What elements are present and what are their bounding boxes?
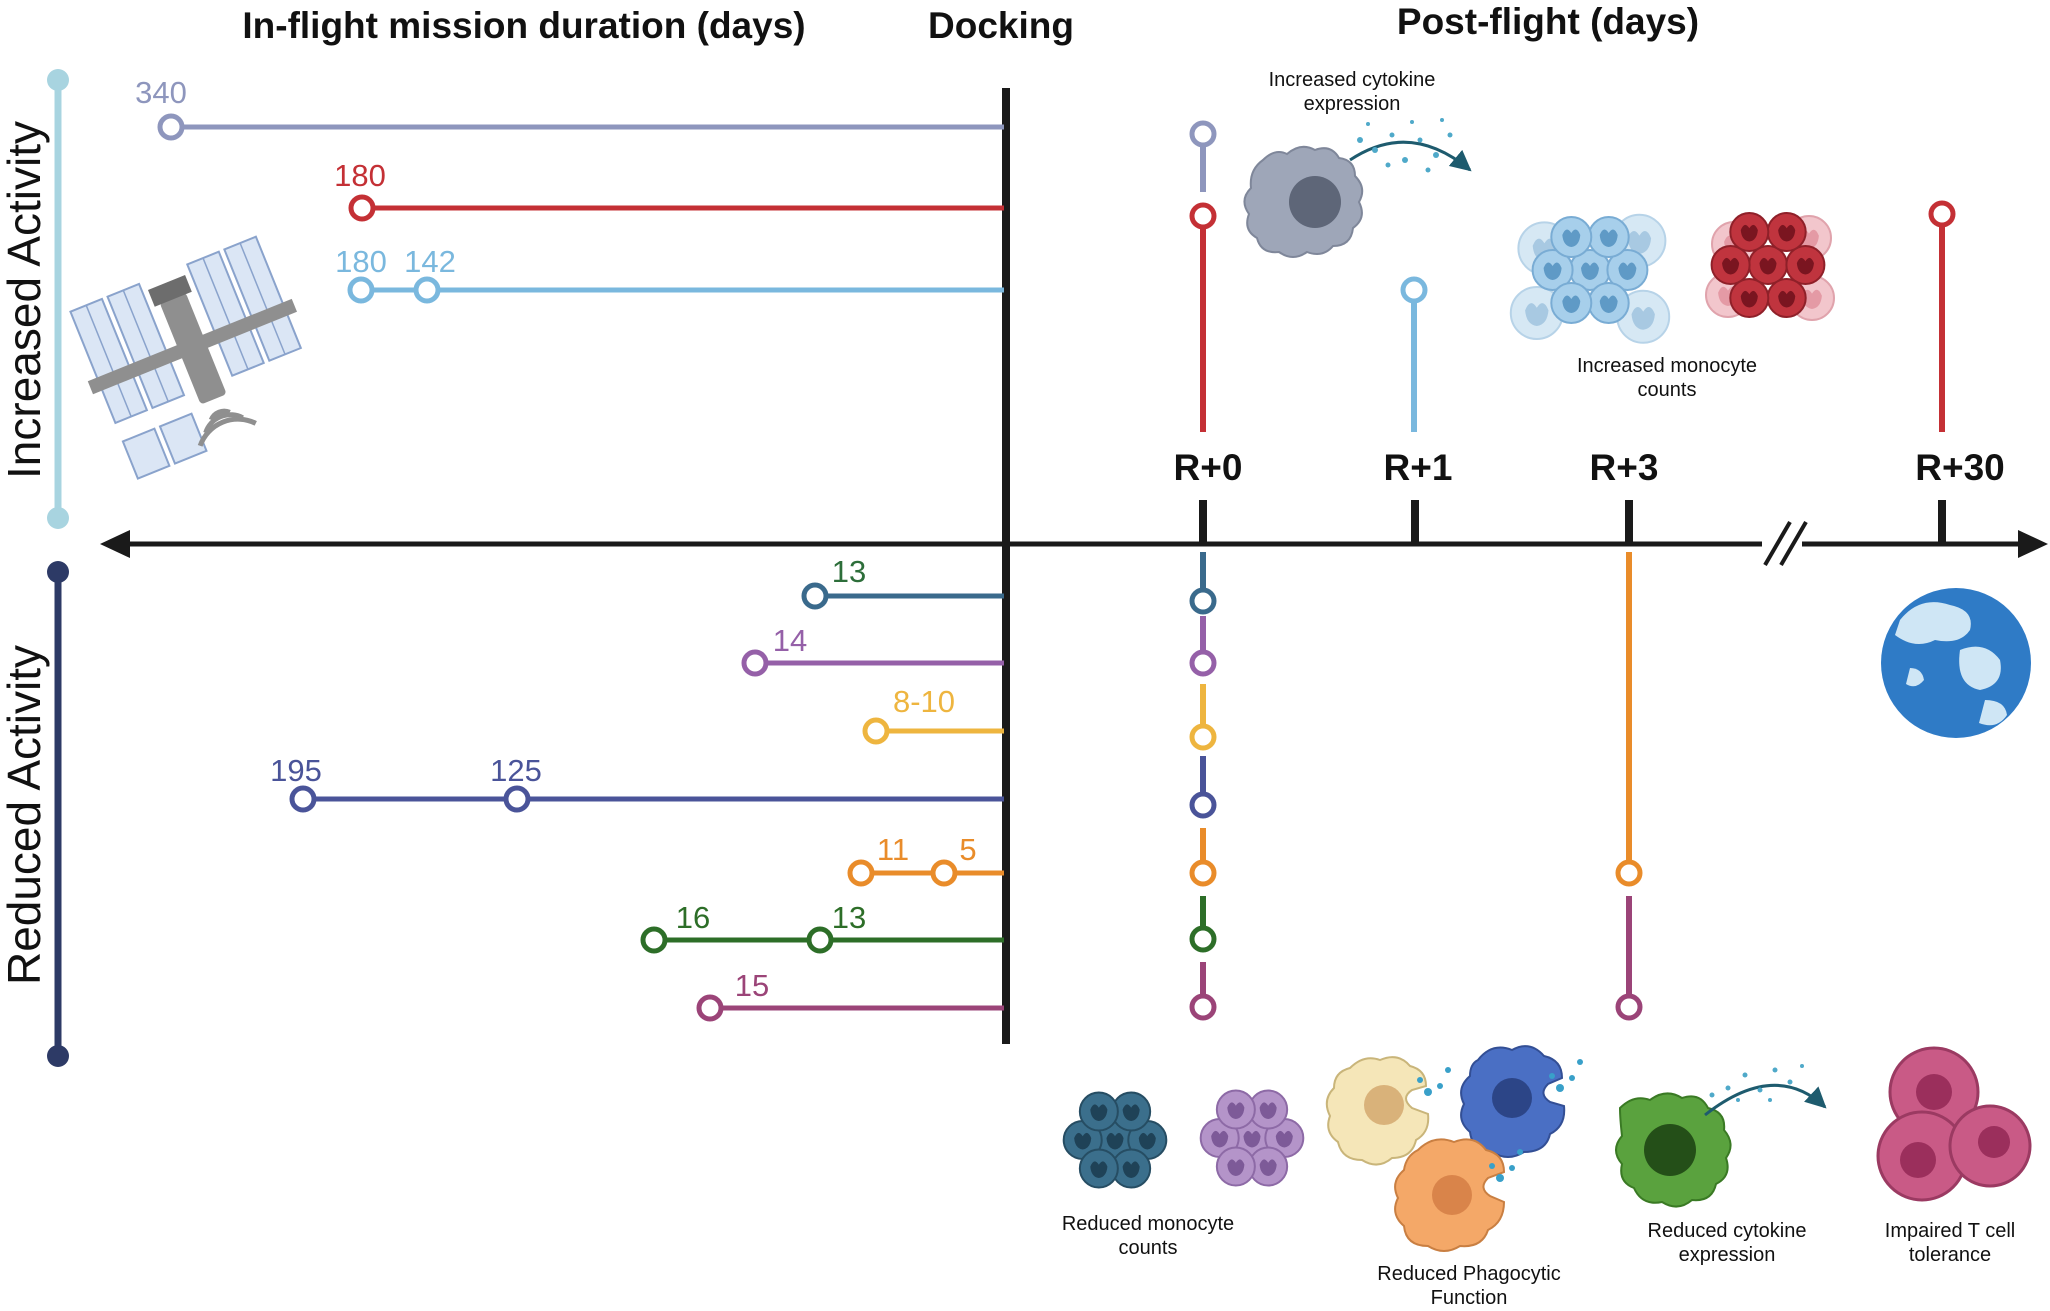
monocyte-nucleus xyxy=(1122,1161,1140,1178)
caption-monocyte-up-1: Increased monocyte xyxy=(1577,355,1757,377)
mission-label: 8-10 xyxy=(893,684,955,719)
reduced-activity-label: Reduced Activity xyxy=(0,645,50,985)
mission-15: 15 xyxy=(696,968,1004,1022)
space-station-icon xyxy=(69,235,303,480)
t-cell-icon xyxy=(1876,1046,2032,1202)
timepoint-r1: R+1 xyxy=(1384,447,1453,488)
monocyte-nucleus xyxy=(1581,262,1599,280)
caption-cytokine-down-2: expression xyxy=(1679,1244,1776,1266)
monocyte-nucleus xyxy=(1259,1102,1277,1119)
mission-195-125: 195 125 xyxy=(270,753,1004,813)
monocyte-nucleus xyxy=(1796,257,1814,275)
mission-11-5: 11 5 xyxy=(847,832,1004,887)
macrophage-icon xyxy=(1615,1064,1827,1208)
monocyte-cell-icon xyxy=(1199,1089,1305,1187)
caption-tcell-1: Impaired T cell xyxy=(1885,1220,2015,1242)
monocyte-nucleus xyxy=(1778,290,1796,308)
caption-cytokine-down-1: Reduced cytokine xyxy=(1648,1220,1807,1242)
monocyte-nucleus xyxy=(1740,290,1758,308)
mission-14: 14 xyxy=(741,623,1004,677)
timepoint-r3: R+3 xyxy=(1590,447,1659,488)
monocyte-nucleus xyxy=(1090,1104,1108,1121)
caption-monocyte-down-1: Reduced monocyte xyxy=(1062,1213,1234,1235)
mission-label: 125 xyxy=(490,753,542,788)
mission-13-steel: 13 xyxy=(801,554,1004,610)
monocyte-nucleus xyxy=(1740,224,1758,242)
monocyte-cell-icon xyxy=(1509,213,1671,344)
macrophage-icon xyxy=(1243,118,1472,258)
time-axis xyxy=(100,520,2048,567)
monocyte-nucleus xyxy=(1599,295,1618,313)
mission-label: 5 xyxy=(959,832,976,867)
caption-phagocytic-2: Function xyxy=(1431,1287,1508,1306)
postflight-reduced-r0 xyxy=(1189,552,1217,1021)
reduced-missions: 13 14 8-10 195 125 11 5 xyxy=(270,554,1004,1022)
mission-label: 195 xyxy=(270,753,322,788)
timepoint-r30: R+30 xyxy=(1915,447,2004,488)
mission-label: 180 xyxy=(335,244,387,279)
monocyte-nucleus xyxy=(1778,224,1796,242)
mission-label: 340 xyxy=(135,75,187,110)
mission-label: 16 xyxy=(676,900,710,935)
monocyte-nucleus xyxy=(1243,1130,1261,1148)
caption-monocyte-up-2: counts xyxy=(1638,379,1697,401)
mission-16-13: 16 13 xyxy=(640,900,1004,954)
mission-label: 11 xyxy=(877,832,909,867)
monocyte-nucleus xyxy=(1138,1132,1156,1150)
mission-label: 13 xyxy=(832,554,866,589)
monocyte-nucleus xyxy=(1275,1130,1293,1148)
postflight-increased-stems xyxy=(1189,120,1956,432)
postflight-reduced-r3 xyxy=(1615,552,1643,1021)
mission-180-142: 180 142 xyxy=(335,244,1004,304)
mission-label: 13 xyxy=(832,900,866,935)
mission-label: 15 xyxy=(735,968,769,1003)
increased-activity-label: Increased Activity xyxy=(0,121,50,479)
caption-tcell-2: tolerance xyxy=(1909,1244,1991,1266)
earth-globe-icon xyxy=(1881,588,2031,738)
monocyte-nucleus xyxy=(1259,1159,1277,1176)
monocyte-cell-icon xyxy=(1705,212,1835,321)
docking-header: Docking xyxy=(928,5,1074,46)
mission-180-red: 180 xyxy=(334,158,1004,222)
monocyte-nucleus xyxy=(1618,262,1637,280)
timepoint-r0: R+0 xyxy=(1174,447,1243,488)
inflight-header: In-flight mission duration (days) xyxy=(242,5,805,46)
monocyte-nucleus xyxy=(1631,306,1655,330)
caption-cytokine-up-2: expression xyxy=(1304,93,1401,115)
mission-label: 180 xyxy=(334,158,386,193)
monocyte-nucleus xyxy=(1227,1159,1245,1176)
monocyte-nucleus xyxy=(1525,303,1549,326)
monocyte-nucleus xyxy=(1627,230,1652,254)
monocyte-nucleus xyxy=(1090,1161,1108,1178)
increased-missions: 340 180 180 142 xyxy=(135,75,1004,304)
monocyte-nucleus xyxy=(1227,1102,1245,1119)
caption-phagocytic-1: Reduced Phagocytic xyxy=(1377,1263,1560,1285)
monocyte-nucleus xyxy=(1599,229,1618,247)
monocyte-nucleus xyxy=(1211,1130,1229,1148)
monocyte-nucleus xyxy=(1122,1104,1140,1121)
monocyte-nucleus xyxy=(1074,1132,1092,1150)
monocyte-nucleus xyxy=(1759,257,1777,275)
increased-side-bar xyxy=(47,69,69,529)
caption-cytokine-up-1: Increased cytokine xyxy=(1269,69,1436,91)
axis-ticks xyxy=(1199,500,1946,544)
macrophage-icon xyxy=(1325,1045,1583,1252)
monocyte-nucleus xyxy=(1722,257,1740,275)
reduced-side-bar xyxy=(47,561,69,1067)
monocyte-cell-icon xyxy=(1062,1091,1168,1189)
mission-label: 14 xyxy=(773,623,807,658)
caption-monocyte-down-2: counts xyxy=(1119,1237,1178,1259)
monocyte-nucleus xyxy=(1562,295,1581,313)
monocyte-nucleus xyxy=(1802,289,1822,309)
mission-340: 340 xyxy=(135,75,1004,141)
monocyte-nucleus xyxy=(1543,262,1562,280)
mission-8-10: 8-10 xyxy=(862,684,1004,745)
mission-label: 142 xyxy=(404,244,456,279)
postflight-header: Post-flight (days) xyxy=(1397,1,1699,42)
monocyte-nucleus xyxy=(1562,229,1581,247)
monocyte-nucleus xyxy=(1106,1132,1124,1150)
